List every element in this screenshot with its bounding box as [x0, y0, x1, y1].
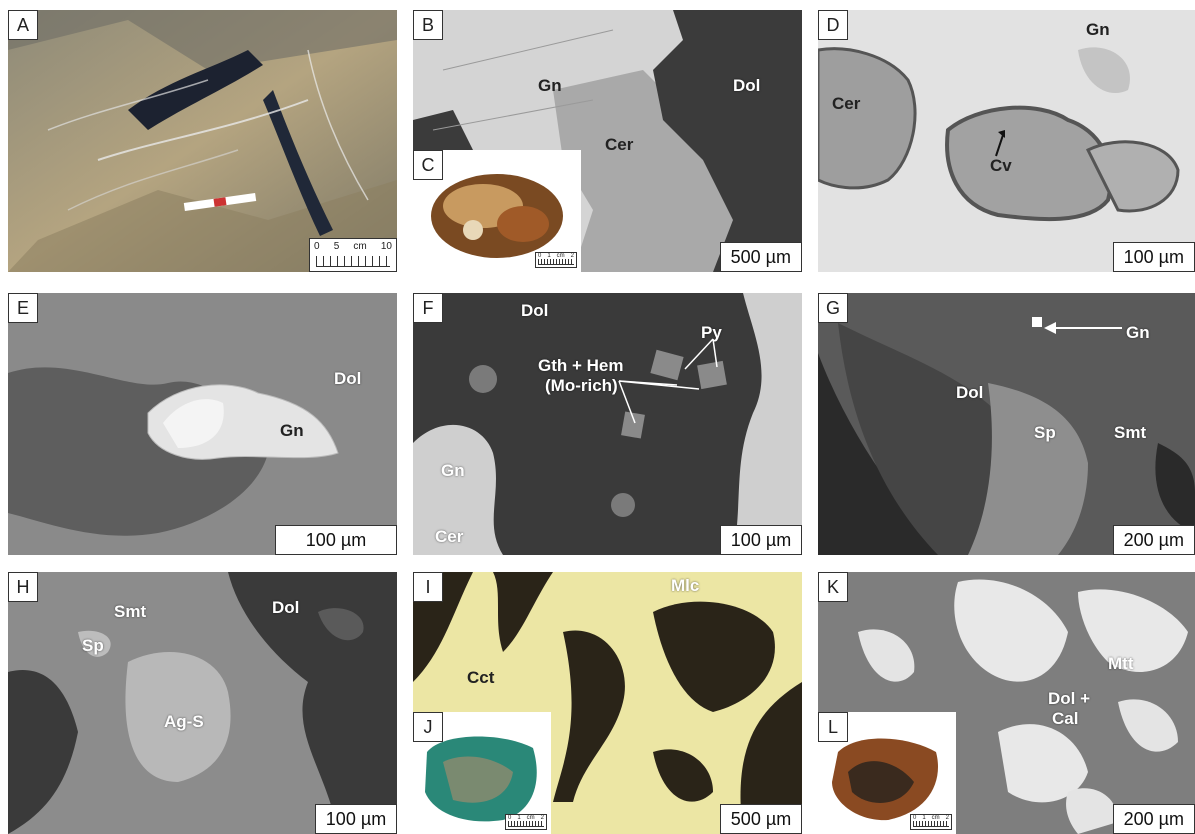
inset-photo-j: J 0 1 cm 2 [413, 712, 551, 834]
panel-e: E Dol Gn 100 µm [8, 293, 397, 555]
reflected-light-image [413, 572, 802, 834]
panel-b: B Gn Dol Cer C 0 1 cm 2 500 µm [413, 10, 802, 272]
panel-d: D Gn Cer Cv 100 µm [818, 10, 1195, 272]
panel-k: K Mtt Dol + Cal L 0 1 cm 2 200 µm [818, 572, 1195, 834]
mineral-label: Gth + Hem [538, 356, 624, 375]
mineral-label: Cv [990, 156, 1012, 175]
mineral-label: Dol [733, 76, 761, 95]
ruler-label: 2 [540, 815, 544, 821]
arrow-icon [618, 338, 718, 424]
mineral-label: Dol [272, 598, 300, 617]
ruler-unit: cm [931, 815, 940, 821]
ruler-label: 0 [538, 253, 542, 259]
mineral-label: (Mo-rich) [545, 376, 618, 395]
panel-letter: G [818, 293, 848, 323]
scale-bar: 500 µm [719, 242, 802, 272]
panel-g: G Gn Dol Sp Smt 200 µm [818, 293, 1195, 555]
scale-bar: 200 µm [1112, 525, 1195, 555]
inset-photo-l: L 0 1 cm 2 [818, 712, 956, 834]
panel-letter: A [8, 10, 38, 40]
mineral-label: Cer [832, 94, 861, 113]
mineral-label: Cal [1052, 709, 1079, 728]
mineral-label: Dol [521, 301, 549, 320]
outcrop-photo [8, 10, 397, 272]
arrow-icon [995, 130, 1005, 157]
ruler-label: 1 [547, 253, 551, 259]
bse-image [8, 572, 397, 834]
scale-bar: 100 µm [720, 525, 802, 555]
mineral-label: Gn [441, 461, 465, 480]
mineral-label: Dol [956, 383, 984, 402]
mineral-label: Gn [1086, 20, 1110, 39]
panel-letter: E [8, 293, 38, 323]
panel-letter: L [818, 712, 848, 742]
panel-letter: I [413, 572, 443, 602]
mineral-label: Cct [467, 668, 495, 687]
hand-sample-photo [425, 736, 537, 822]
mineral-label: Sp [82, 636, 104, 655]
panel-a: A 0 5 cm 10 [8, 10, 397, 272]
panel-letter: H [8, 572, 38, 602]
panel-i: I Mlc Cct J 0 1 cm 2 500 µm [413, 572, 802, 834]
ruler-label: 5 [333, 241, 340, 252]
mineral-label: Dol [334, 369, 362, 388]
panel-letter: F [413, 293, 443, 323]
mineral-label: Dol + [1048, 689, 1091, 708]
panel-letter: C [413, 150, 443, 180]
panel-letter: J [413, 712, 443, 742]
scale-bar: 200 µm [1112, 804, 1195, 834]
mineral-label: Smt [114, 602, 147, 621]
hand-sample-photo [431, 174, 563, 258]
mineral-label: Mtt [1108, 654, 1134, 673]
ruler-unit: cm [556, 253, 565, 259]
scale-ruler: 0 5 cm 10 [309, 238, 397, 272]
panel-letter: B [413, 10, 443, 40]
mineral-label: Mlc [671, 576, 700, 595]
ruler-label: 0 [314, 241, 320, 252]
mineral-label: Cer [435, 527, 464, 546]
scale-ruler: 0 1 cm 2 [505, 814, 547, 830]
hand-sample-photo [832, 738, 938, 821]
ruler-label: 10 [380, 241, 392, 252]
scale-bar: 100 µm [315, 804, 397, 834]
panel-letter: D [818, 10, 848, 40]
mineral-label: Cer [605, 135, 634, 154]
ruler-label: 0 [913, 815, 917, 821]
ruler-label: 0 [508, 815, 512, 821]
ruler-unit: cm [526, 815, 535, 821]
bse-image [818, 293, 1195, 555]
ruler-label: 1 [517, 815, 521, 821]
inset-photo-c: C 0 1 cm 2 [413, 150, 581, 272]
panel-f: F Dol Py Gth + Hem (Mo-rich) Gn Cer 100 … [413, 293, 802, 555]
ruler-label: 1 [922, 815, 926, 821]
scale-bar: 100 µm [275, 525, 397, 555]
mineral-label: Gn [1126, 323, 1150, 342]
mineral-label: Gn [280, 421, 304, 440]
ruler-label: 2 [570, 253, 574, 259]
scale-bar: 100 µm [1112, 242, 1195, 272]
scale-bar: 500 µm [720, 804, 802, 834]
mineral-label: Smt [1114, 423, 1147, 442]
bse-image [818, 10, 1195, 272]
mineral-label: Py [701, 323, 722, 342]
mineral-label: Gn [538, 76, 562, 95]
mineral-label: Ag-S [164, 712, 204, 731]
scale-ruler: 0 1 cm 2 [910, 814, 952, 830]
ruler-label: 2 [945, 815, 949, 821]
panel-letter: K [818, 572, 848, 602]
arrow-icon [1044, 322, 1122, 334]
bse-image [8, 293, 397, 555]
bse-image [413, 293, 802, 555]
scale-ruler: 0 1 cm 2 [535, 252, 577, 268]
ruler-unit: cm [353, 241, 367, 252]
panel-h: H Smt Dol Sp Ag-S 100 µm [8, 572, 397, 834]
mineral-label: Sp [1034, 423, 1056, 442]
